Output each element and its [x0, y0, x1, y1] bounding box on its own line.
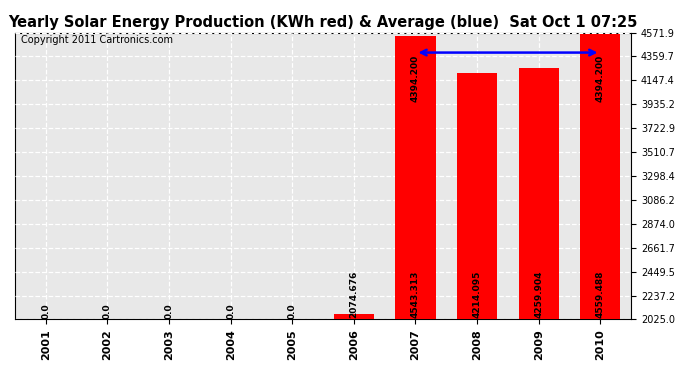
- Text: 0.0: 0.0: [103, 303, 112, 319]
- Text: 0.0: 0.0: [41, 303, 50, 319]
- Text: 0.0: 0.0: [288, 303, 297, 319]
- Text: Copyright 2011 Cartronics.com: Copyright 2011 Cartronics.com: [21, 35, 173, 45]
- Bar: [580, 34, 620, 320]
- Text: 4543.313: 4543.313: [411, 270, 420, 318]
- Text: 0.0: 0.0: [164, 303, 174, 319]
- Text: 4214.095: 4214.095: [473, 270, 482, 318]
- Title: Yearly Solar Energy Production (KWh red) & Average (blue)  Sat Oct 1 07:25: Yearly Solar Energy Production (KWh red)…: [8, 15, 638, 30]
- Text: 0.0: 0.0: [226, 303, 235, 319]
- Text: 2074.676: 2074.676: [349, 270, 358, 318]
- Bar: [519, 68, 559, 320]
- Text: 4394.200: 4394.200: [411, 54, 420, 102]
- Bar: [457, 73, 497, 320]
- Text: 4559.488: 4559.488: [596, 270, 605, 318]
- Text: 4259.904: 4259.904: [534, 270, 543, 318]
- Bar: [334, 314, 374, 320]
- Bar: [395, 36, 435, 320]
- Text: 4394.200: 4394.200: [596, 54, 605, 102]
